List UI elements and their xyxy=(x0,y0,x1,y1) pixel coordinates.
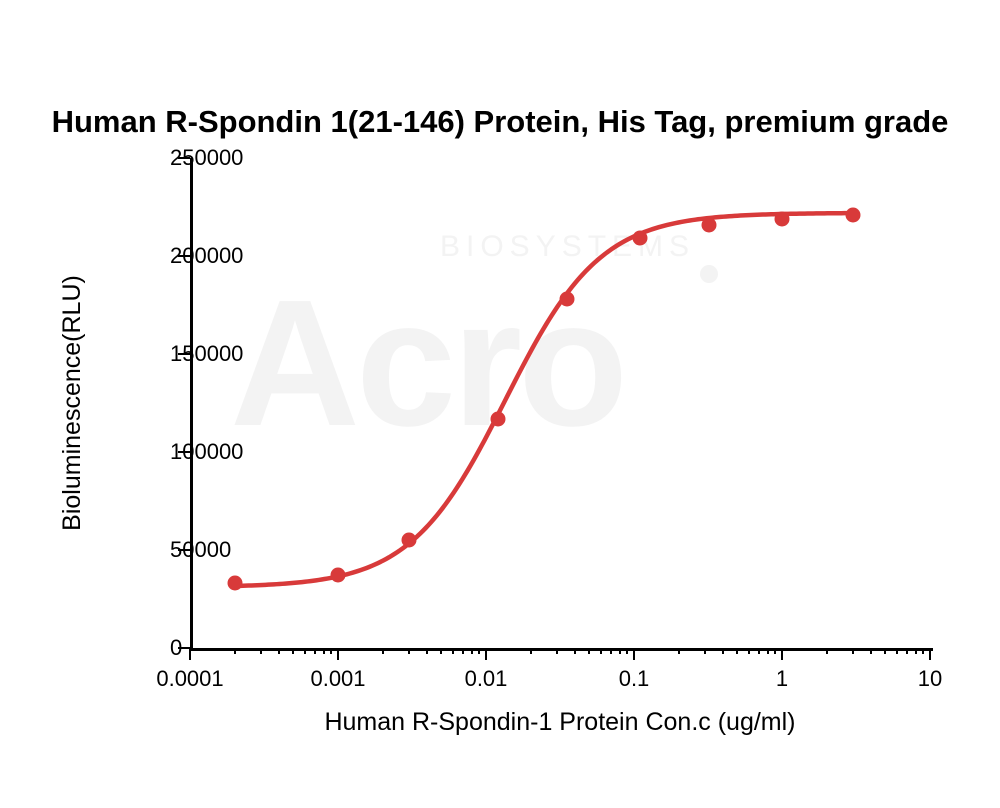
dose-response-curve xyxy=(190,158,930,648)
x-tick-major xyxy=(781,648,783,660)
data-point xyxy=(701,217,716,232)
data-point xyxy=(633,231,648,246)
x-axis-title: Human R-Spondin-1 Protein Con.c (ug/ml) xyxy=(190,708,930,737)
x-tick-minor xyxy=(896,648,898,654)
x-tick-minor xyxy=(330,648,332,654)
x-tick-minor xyxy=(452,648,454,654)
data-point xyxy=(845,207,860,222)
x-tick-major xyxy=(485,648,487,660)
x-tick-minor xyxy=(826,648,828,654)
y-axis-title: Bioluminescence(RLU) xyxy=(58,158,87,648)
x-tick-minor xyxy=(462,648,464,654)
x-tick-major xyxy=(633,648,635,660)
chart-title: Human R-Spondin 1(21-146) Protein, His T… xyxy=(0,104,1000,140)
x-tick-minor xyxy=(408,648,410,654)
x-tick-minor xyxy=(619,648,621,654)
x-tick-label: 0.001 xyxy=(310,666,365,692)
data-point xyxy=(227,576,242,591)
plot-area: 0.00010.0010.010.11100500001000001500002… xyxy=(190,158,930,648)
x-tick-minor xyxy=(278,648,280,654)
x-tick-minor xyxy=(767,648,769,654)
x-tick-minor xyxy=(314,648,316,654)
x-tick-minor xyxy=(626,648,628,654)
x-tick-minor xyxy=(440,648,442,654)
x-tick-major xyxy=(189,648,191,660)
x-tick-minor xyxy=(915,648,917,654)
x-tick-minor xyxy=(304,648,306,654)
x-tick-minor xyxy=(722,648,724,654)
x-tick-minor xyxy=(852,648,854,654)
x-tick-major xyxy=(929,648,931,660)
x-tick-minor xyxy=(530,648,532,654)
data-point xyxy=(559,292,574,307)
x-tick-minor xyxy=(610,648,612,654)
x-tick-minor xyxy=(234,648,236,654)
x-tick-minor xyxy=(922,648,924,654)
x-tick-minor xyxy=(556,648,558,654)
data-point xyxy=(331,568,346,583)
x-tick-minor xyxy=(870,648,872,654)
x-tick-minor xyxy=(478,648,480,654)
x-tick-label: 0.0001 xyxy=(156,666,223,692)
x-tick-minor xyxy=(906,648,908,654)
x-tick-minor xyxy=(758,648,760,654)
x-tick-minor xyxy=(323,648,325,654)
x-tick-minor xyxy=(426,648,428,654)
x-axis-line xyxy=(190,648,933,651)
x-tick-minor xyxy=(600,648,602,654)
x-tick-label: 0.01 xyxy=(465,666,508,692)
x-tick-minor xyxy=(678,648,680,654)
x-tick-minor xyxy=(292,648,294,654)
x-tick-minor xyxy=(736,648,738,654)
x-tick-minor xyxy=(382,648,384,654)
x-tick-label: 1 xyxy=(776,666,788,692)
x-tick-minor xyxy=(748,648,750,654)
x-tick-major xyxy=(337,648,339,660)
data-point xyxy=(775,211,790,226)
x-tick-minor xyxy=(588,648,590,654)
x-tick-label: 0.1 xyxy=(619,666,650,692)
x-tick-minor xyxy=(471,648,473,654)
x-tick-minor xyxy=(574,648,576,654)
x-tick-minor xyxy=(704,648,706,654)
figure: BIOSYSTEMS Acro Human R-Spondin 1(21-146… xyxy=(0,0,1000,808)
x-tick-minor xyxy=(774,648,776,654)
x-tick-label: 10 xyxy=(918,666,942,692)
data-point xyxy=(490,411,505,426)
x-tick-minor xyxy=(260,648,262,654)
x-tick-minor xyxy=(884,648,886,654)
data-point xyxy=(401,533,416,548)
